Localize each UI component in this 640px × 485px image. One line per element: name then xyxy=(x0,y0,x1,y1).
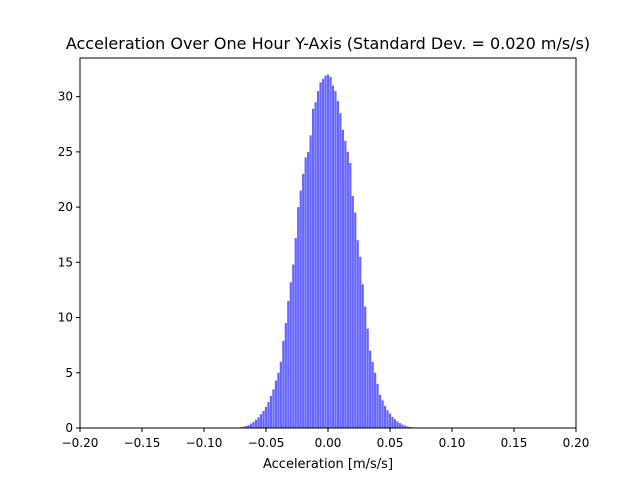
histogram-bar xyxy=(300,191,302,428)
histogram-bar xyxy=(394,419,396,428)
histogram-bar xyxy=(352,196,354,428)
y-tick-label: 10 xyxy=(58,311,73,325)
histogram-bar xyxy=(282,341,284,428)
histogram-bar xyxy=(265,407,267,428)
histogram-bar xyxy=(364,307,366,428)
histogram-bar xyxy=(384,406,386,428)
histogram-bar xyxy=(357,240,359,428)
histogram-bar xyxy=(337,101,339,428)
histogram-bar xyxy=(260,414,262,428)
histogram-bar xyxy=(280,362,282,428)
x-tick-label: 0.00 xyxy=(315,436,342,450)
y-tick-label: 5 xyxy=(65,366,73,380)
histogram-bar xyxy=(362,284,364,428)
y-tick-label: 0 xyxy=(65,421,73,435)
histogram-bar xyxy=(344,141,346,428)
histogram-bar xyxy=(376,384,378,428)
histogram-bar xyxy=(314,102,316,428)
histogram-bar xyxy=(307,152,309,428)
histogram-bar xyxy=(252,422,254,428)
x-tick-label: −0.05 xyxy=(248,436,285,450)
histogram-bar xyxy=(310,135,312,428)
y-tick-label: 15 xyxy=(58,255,73,269)
histogram-bar xyxy=(354,213,356,428)
histogram-bar xyxy=(342,130,344,428)
histogram-bar xyxy=(287,301,289,428)
histogram-bar xyxy=(257,417,259,428)
x-tick-label: 0.10 xyxy=(439,436,466,450)
x-tick-label: −0.20 xyxy=(62,436,99,450)
x-tick-label: −0.15 xyxy=(124,436,161,450)
x-tick-label: 0.15 xyxy=(501,436,528,450)
histogram-bar xyxy=(401,424,403,428)
histogram-bar xyxy=(372,362,374,428)
histogram-bar xyxy=(262,411,264,428)
histogram-bar xyxy=(292,265,294,428)
histogram-bar xyxy=(319,82,321,428)
y-tick-label: 20 xyxy=(58,200,73,214)
histogram-bar xyxy=(396,421,398,428)
histogram-bar xyxy=(334,91,336,428)
histogram-bar xyxy=(367,329,369,428)
histogram-bar xyxy=(389,414,391,428)
histogram-bar xyxy=(317,91,319,428)
histogram-bar xyxy=(369,351,371,428)
histogram-bar xyxy=(285,323,287,428)
histogram-bar xyxy=(295,238,297,428)
y-tick-label: 25 xyxy=(58,145,73,159)
histogram-bar xyxy=(332,86,334,428)
histogram-bar xyxy=(391,417,393,428)
histogram-bar xyxy=(267,402,269,428)
histogram-bar xyxy=(374,373,376,428)
histogram-bar xyxy=(290,282,292,428)
x-axis-label: Acceleration [m/s/s] xyxy=(263,457,393,472)
histogram-bar xyxy=(322,79,324,428)
histogram-bar xyxy=(379,395,381,428)
histogram-bar xyxy=(302,174,304,428)
histogram-bar xyxy=(327,75,329,428)
y-tick-label: 30 xyxy=(58,90,73,104)
histogram-bar xyxy=(275,381,277,428)
histogram-bar xyxy=(297,207,299,428)
chart-title: Acceleration Over One Hour Y-Axis (Stand… xyxy=(66,34,590,53)
histogram-bar xyxy=(272,389,274,428)
histogram-bar xyxy=(339,113,341,428)
histogram-bar xyxy=(329,77,331,428)
x-tick-label: 0.05 xyxy=(377,436,404,450)
histogram-bar xyxy=(312,109,314,428)
histogram-bar xyxy=(386,410,388,428)
histogram-bar xyxy=(359,257,361,428)
histogram-bar xyxy=(255,420,257,428)
histogram-bar xyxy=(277,373,279,428)
x-tick-label: 0.20 xyxy=(563,436,590,450)
histogram-bar xyxy=(270,396,272,428)
histogram-bar xyxy=(324,76,326,428)
histogram-bar xyxy=(305,157,307,428)
histogram-bar xyxy=(347,152,349,428)
x-tick-label: −0.10 xyxy=(186,436,223,450)
histogram-bar xyxy=(381,400,383,428)
histogram-bar xyxy=(250,424,252,428)
histogram-bar xyxy=(349,163,351,428)
histogram-bar xyxy=(399,423,401,428)
